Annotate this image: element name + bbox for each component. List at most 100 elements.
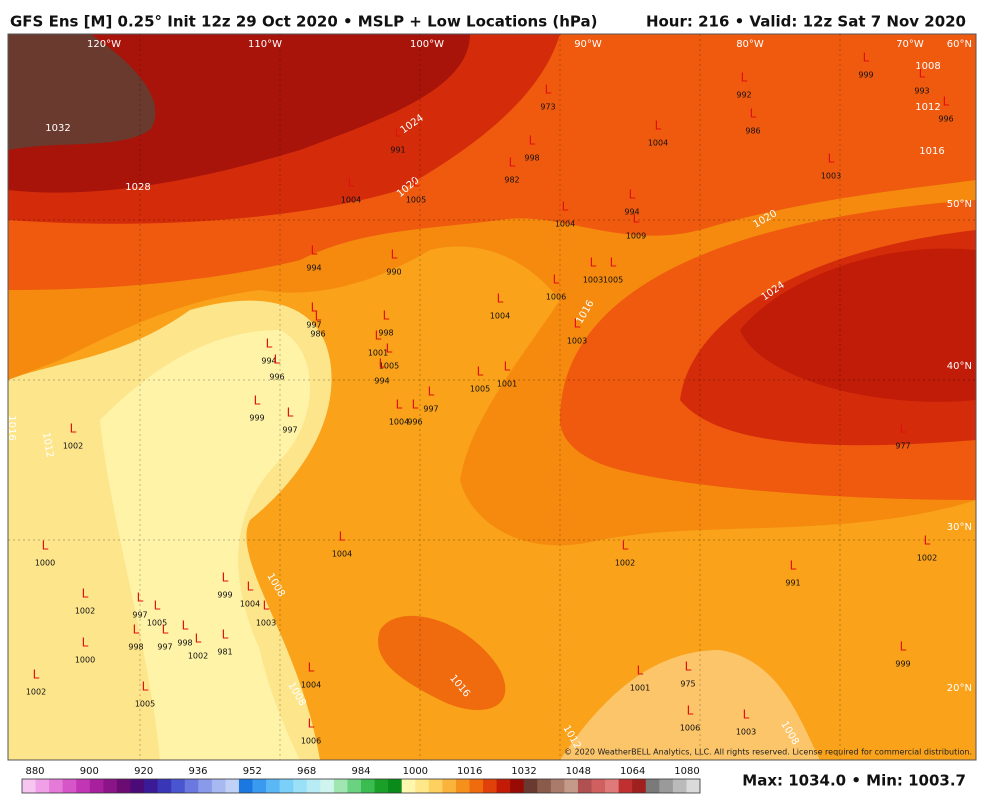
low-symbol: L [263, 599, 270, 613]
colorbar-cell [686, 779, 701, 793]
low-symbol: L [790, 559, 797, 573]
colorbar-tick-label: 1064 [620, 766, 645, 777]
colorbar-cell [618, 779, 633, 793]
low-value: 1005 [603, 276, 623, 285]
colorbar-cell [293, 779, 308, 793]
colorbar-cell [659, 779, 674, 793]
latitude-label: 60°N [947, 39, 972, 50]
low-symbol: L [900, 422, 907, 436]
low-symbol: L [924, 534, 931, 548]
low-symbol: L [274, 353, 281, 367]
low-symbol: L [610, 256, 617, 270]
low-symbol: L [629, 188, 636, 202]
low-value: 1001 [368, 349, 388, 358]
low-symbol: L [142, 680, 149, 694]
colorbar-cell [361, 779, 376, 793]
colorbar-cell [62, 779, 77, 793]
low-value: 986 [310, 330, 325, 339]
low-symbol: L [308, 717, 315, 731]
low-value: 996 [407, 418, 422, 427]
colorbar-cell [401, 779, 416, 793]
colorbar-cell [184, 779, 199, 793]
pressure-field [8, 34, 976, 760]
colorbar-frame [21, 778, 701, 794]
low-symbol: L [247, 580, 254, 594]
low-value: 999 [895, 660, 910, 669]
low-symbol: L [395, 126, 402, 140]
low-symbol: L [386, 342, 393, 356]
low-value: 997 [282, 426, 297, 435]
colorbar-cell [564, 779, 579, 793]
low-value: 991 [390, 146, 405, 155]
low-symbol: L [375, 329, 382, 343]
colorbar-tick-label: 900 [80, 766, 99, 777]
low-symbol: L [33, 668, 40, 682]
low-value: 993 [914, 87, 929, 96]
low-symbol: L [182, 619, 189, 633]
low-value: 1002 [26, 688, 46, 697]
low-value: 1002 [75, 607, 95, 616]
low-symbol: L [254, 394, 261, 408]
low-value: 994 [261, 357, 276, 366]
low-value: 1000 [75, 656, 95, 665]
colorbar-cell [537, 779, 552, 793]
low-value: 990 [386, 268, 401, 277]
colorbar-tick-label: 952 [243, 766, 262, 777]
colorbar-tick-label: 880 [25, 766, 44, 777]
colorbar-cell [632, 779, 647, 793]
colorbar-cell [388, 779, 403, 793]
low-value: 997 [157, 643, 172, 652]
colorbar-tick-label: 1000 [403, 766, 428, 777]
contour-label: 1032 [45, 123, 70, 134]
low-value: 1004 [555, 220, 575, 229]
low-symbol: L [574, 317, 581, 331]
field-1024-core [740, 248, 976, 402]
low-value: 1002 [63, 442, 83, 451]
low-value: 973 [540, 103, 555, 112]
low-value: 1005 [406, 196, 426, 205]
latitude-label: 20°N [947, 683, 972, 694]
low-value: 1001 [630, 684, 650, 693]
colorbar-cell [211, 779, 226, 793]
low-value: 1006 [546, 293, 566, 302]
low-value: 1003 [256, 619, 276, 628]
low-symbol: L [545, 83, 552, 97]
colorbar-cell [320, 779, 335, 793]
low-value: 1003 [736, 728, 756, 737]
low-symbol: L [509, 156, 516, 170]
colorbar-cell [171, 779, 186, 793]
low-value: 981 [217, 648, 232, 657]
low-value: 1001 [497, 380, 517, 389]
colorbar-cell [605, 779, 620, 793]
longitude-label: 120°W [87, 39, 121, 50]
low-value: 999 [249, 414, 264, 423]
colorbar-tick-label: 1080 [674, 766, 699, 777]
low-value: 1003 [821, 172, 841, 181]
low-value: 1004 [332, 550, 352, 559]
low-symbol: L [943, 95, 950, 109]
title: GFS Ens [M] 0.25° Init 12z 29 Oct 2020 •… [10, 13, 597, 31]
low-symbol: L [687, 704, 694, 718]
field-1004 [100, 330, 310, 760]
field-gulf [378, 615, 506, 710]
low-symbol: L [590, 256, 597, 270]
colorbar-cell [523, 779, 538, 793]
low-symbol: L [622, 539, 629, 553]
colorbar-cell [550, 779, 565, 793]
low-value: 1004 [341, 196, 361, 205]
low-symbol: L [311, 301, 318, 315]
low-symbol: L [379, 357, 386, 371]
low-symbol: L [396, 398, 403, 412]
copyright: © 2020 WeatherBELL Analytics, LLC. All r… [564, 748, 972, 757]
contour-label: 1008 [915, 61, 940, 72]
colorbar-cell [469, 779, 484, 793]
longitude-label: 90°W [574, 39, 602, 50]
colorbar-cell [35, 779, 50, 793]
colorbar-cell [157, 779, 172, 793]
longitude-label: 110°W [248, 39, 282, 50]
low-value: 1004 [490, 312, 510, 321]
colorbar-tick-label: 1048 [566, 766, 591, 777]
low-value: 998 [524, 154, 539, 163]
colorbar-cell [279, 779, 294, 793]
